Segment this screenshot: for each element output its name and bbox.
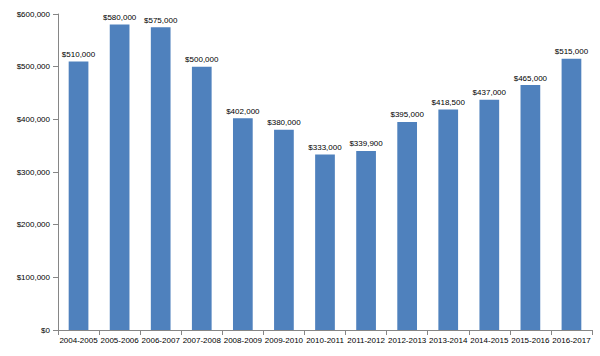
svg-text:$333,000: $333,000 — [308, 143, 342, 152]
svg-text:$418,500: $418,500 — [432, 98, 466, 107]
svg-text:$200,000: $200,000 — [17, 220, 51, 229]
svg-text:$437,000: $437,000 — [473, 88, 507, 97]
svg-text:$0: $0 — [41, 326, 50, 335]
svg-text:2008-2009: 2008-2009 — [224, 336, 263, 345]
svg-text:2015-2016: 2015-2016 — [511, 336, 550, 345]
svg-text:$500,000: $500,000 — [185, 55, 219, 64]
svg-text:2011-2012: 2011-2012 — [347, 336, 385, 345]
svg-text:$465,000: $465,000 — [514, 74, 548, 83]
svg-text:$400,000: $400,000 — [17, 115, 51, 124]
svg-text:2013-2014: 2013-2014 — [429, 336, 468, 345]
svg-text:2012-2013: 2012-2013 — [388, 336, 427, 345]
svg-text:$580,000: $580,000 — [103, 13, 137, 22]
svg-text:$300,000: $300,000 — [17, 168, 51, 177]
svg-text:2016-2017: 2016-2017 — [552, 336, 591, 345]
svg-text:$515,000: $515,000 — [555, 47, 589, 56]
svg-text:$395,000: $395,000 — [390, 110, 424, 119]
svg-text:$380,000: $380,000 — [267, 118, 301, 127]
svg-text:2006-2007: 2006-2007 — [142, 336, 181, 345]
svg-text:$575,000: $575,000 — [144, 16, 178, 25]
svg-text:$402,000: $402,000 — [226, 107, 260, 116]
svg-text:$600,000: $600,000 — [17, 10, 51, 19]
svg-text:$100,000: $100,000 — [17, 273, 51, 282]
svg-text:2014-2015: 2014-2015 — [470, 336, 509, 345]
svg-text:2007-2008: 2007-2008 — [183, 336, 222, 345]
svg-text:2009-2010: 2009-2010 — [265, 336, 304, 345]
svg-text:$339,900: $339,900 — [349, 139, 383, 148]
svg-text:$500,000: $500,000 — [17, 62, 51, 71]
svg-text:2010-2011: 2010-2011 — [306, 336, 344, 345]
svg-text:2005-2006: 2005-2006 — [100, 336, 139, 345]
svg-text:2004-2005: 2004-2005 — [59, 336, 98, 345]
svg-text:$510,000: $510,000 — [62, 50, 96, 59]
